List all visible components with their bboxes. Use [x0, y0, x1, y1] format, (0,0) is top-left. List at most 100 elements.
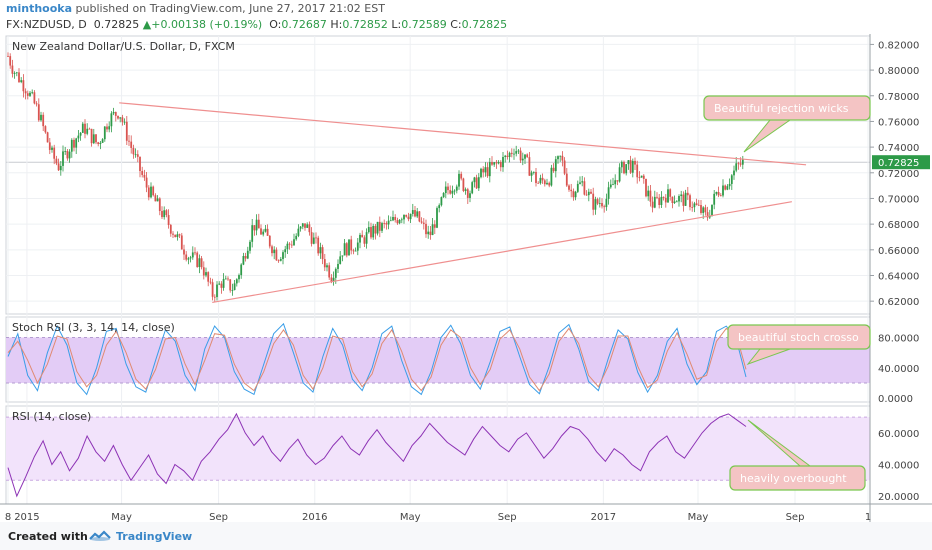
- candle: [262, 229, 265, 237]
- candle: [299, 225, 302, 232]
- symbol: FX:NZDUSD, D: [6, 18, 87, 31]
- time-tick-label: May: [111, 512, 132, 522]
- annotation-rejection-wicks[interactable]: Beautiful rejection wicks: [703, 95, 871, 153]
- stoch-band: [6, 337, 870, 384]
- candle: [57, 158, 60, 172]
- candle: [392, 210, 394, 222]
- candle: [414, 205, 416, 218]
- candle: [66, 148, 69, 161]
- candle-body: [405, 214, 408, 217]
- candle-body: [35, 103, 38, 105]
- candle: [187, 256, 190, 265]
- candle-body: [396, 220, 399, 224]
- candle-body: [427, 231, 430, 235]
- annotation-stoch-crossover[interactable]: beautiful stoch crosso: [727, 324, 871, 366]
- candle-body: [711, 204, 713, 216]
- candle: [29, 90, 31, 97]
- candle-body: [209, 281, 212, 283]
- author-name[interactable]: minthooka: [6, 2, 73, 15]
- candle-body: [684, 192, 687, 206]
- chart-area[interactable]: 0.82000 0.80000 0.78000 0.76000 0.74000 0.720…: [0, 34, 932, 522]
- candle-body: [561, 155, 564, 161]
- candle-body: [20, 80, 23, 83]
- candle: [488, 157, 491, 183]
- open-label: O:: [269, 18, 282, 31]
- candle: [585, 190, 588, 196]
- candle: [682, 191, 685, 212]
- candle: [548, 181, 551, 188]
- candle: [735, 157, 738, 173]
- stoch-rsi-pane[interactable]: [7, 322, 747, 396]
- candle-body: [378, 221, 381, 231]
- candle: [84, 119, 86, 139]
- candle: [185, 251, 188, 262]
- candle: [598, 197, 601, 208]
- tradingview-brand[interactable]: TradingView: [116, 530, 193, 543]
- price-tick-label: 0.62000: [878, 297, 919, 308]
- candle: [323, 253, 326, 271]
- candle: [317, 235, 320, 256]
- candle: [374, 223, 377, 240]
- candle-body: [383, 223, 386, 224]
- candle: [134, 148, 137, 158]
- candle: [497, 160, 500, 165]
- candle-body: [526, 154, 529, 158]
- candle: [541, 173, 544, 184]
- price-pane[interactable]: [7, 52, 807, 304]
- candle: [546, 178, 548, 186]
- candle: [469, 190, 471, 203]
- candle: [255, 214, 258, 236]
- price-tick-label: 0.74000: [878, 143, 919, 154]
- candle-body: [460, 173, 463, 179]
- candle-body: [442, 193, 445, 198]
- candle: [704, 204, 707, 216]
- candle-body: [367, 227, 370, 233]
- candle: [224, 275, 227, 280]
- candle: [398, 218, 401, 225]
- candle: [620, 160, 623, 174]
- candle: [429, 226, 432, 240]
- candle: [341, 255, 344, 262]
- candle: [616, 180, 619, 186]
- candle-body: [323, 259, 326, 268]
- candle: [121, 114, 124, 126]
- candle-body: [550, 167, 553, 186]
- candle: [480, 167, 482, 179]
- candle: [95, 134, 97, 145]
- price-tick-label: 0.72000: [878, 169, 919, 180]
- candle: [385, 221, 388, 230]
- rsi-pane[interactable]: [7, 412, 747, 498]
- candle: [229, 279, 232, 293]
- candle-body: [618, 167, 621, 182]
- candle: [528, 152, 531, 176]
- candle-body: [141, 171, 144, 175]
- candle: [211, 278, 214, 301]
- candle-body: [200, 258, 203, 268]
- candle: [108, 121, 111, 133]
- candle-body: [86, 128, 89, 134]
- candle: [81, 122, 84, 134]
- candle: [689, 193, 691, 211]
- candle: [150, 182, 152, 199]
- candle: [552, 163, 555, 173]
- candle: [678, 194, 680, 207]
- candle-body: [675, 201, 678, 203]
- candle: [304, 223, 306, 231]
- candle-body: [517, 150, 520, 152]
- candle: [590, 189, 592, 195]
- candle-body: [59, 165, 62, 171]
- candle: [403, 214, 405, 224]
- candle-body: [574, 191, 577, 198]
- candle-body: [114, 112, 117, 116]
- candle-body: [231, 290, 234, 291]
- candle-body: [246, 250, 249, 259]
- candle-body: [385, 223, 388, 225]
- callout-box: [727, 324, 871, 350]
- candle-body: [502, 156, 504, 168]
- candle: [442, 192, 445, 198]
- candle: [667, 184, 669, 203]
- candle-body: [77, 135, 80, 139]
- candle: [519, 147, 522, 164]
- annotation-overbought[interactable]: heavily overbought: [729, 419, 866, 491]
- candle-body: [431, 224, 434, 236]
